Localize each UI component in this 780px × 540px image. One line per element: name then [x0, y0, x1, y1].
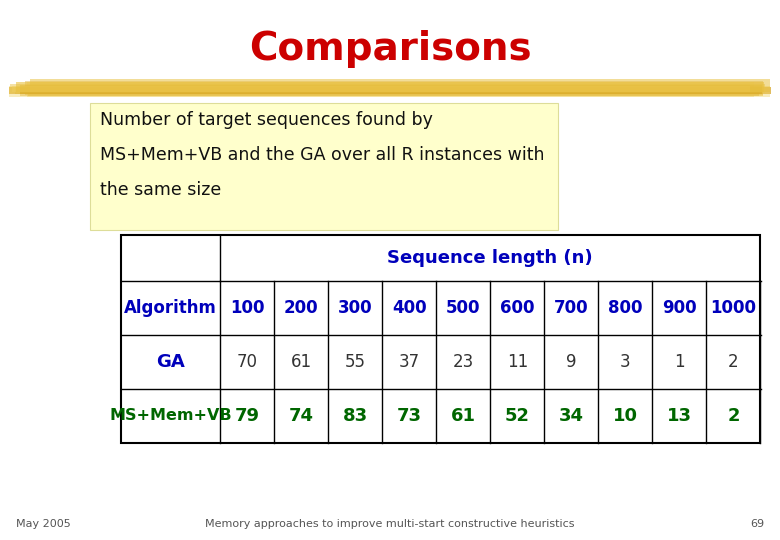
Text: 69: 69 [750, 519, 764, 529]
Bar [30, 79, 770, 92]
Bar [27, 82, 753, 97]
Bar [25, 80, 763, 95]
Bar [20, 85, 761, 93]
Text: 2: 2 [729, 353, 739, 371]
Bar [16, 82, 764, 92]
Text: 83: 83 [342, 407, 367, 425]
Text: 79: 79 [235, 407, 260, 425]
Text: 600: 600 [500, 299, 534, 316]
Text: 1: 1 [674, 353, 685, 371]
Text: 13: 13 [667, 407, 692, 425]
Text: Sequence length (n): Sequence length (n) [388, 249, 593, 267]
Text: 2: 2 [727, 407, 739, 425]
Text: 52: 52 [505, 407, 530, 425]
Bar [28, 90, 763, 96]
Text: 55: 55 [345, 353, 366, 371]
Text: 61: 61 [451, 407, 476, 425]
Text: Comparisons: Comparisons [249, 30, 531, 68]
Text: 9: 9 [566, 353, 576, 371]
Text: 900: 900 [662, 299, 697, 316]
Bar [9, 86, 770, 97]
Bar [12, 86, 750, 92]
Text: 700: 700 [554, 299, 589, 316]
Text: MS+Mem+VB and the GA over all R instances with: MS+Mem+VB and the GA over all R instance… [100, 146, 544, 164]
Bar [9, 87, 771, 94]
Text: 11: 11 [507, 353, 528, 371]
Bar [15, 87, 757, 94]
Text: 34: 34 [558, 407, 584, 425]
Text: 1000: 1000 [711, 299, 757, 316]
Text: Memory approaches to improve multi-start constructive heuristics: Memory approaches to improve multi-start… [205, 519, 575, 529]
Text: 61: 61 [290, 353, 312, 371]
Text: 800: 800 [608, 299, 643, 316]
Bar [20, 88, 759, 96]
Bar [10, 84, 765, 93]
Text: 23: 23 [452, 353, 474, 371]
Text: 200: 200 [284, 299, 318, 316]
Text: 10: 10 [613, 407, 638, 425]
Text: May 2005: May 2005 [16, 519, 70, 529]
Text: 3: 3 [620, 353, 631, 371]
Text: 500: 500 [446, 299, 480, 316]
Text: 70: 70 [236, 353, 257, 371]
Text: the same size: the same size [100, 181, 221, 199]
Text: 73: 73 [397, 407, 422, 425]
Text: 74: 74 [289, 407, 314, 425]
Text: 100: 100 [230, 299, 264, 316]
Text: Algorithm: Algorithm [124, 299, 217, 316]
Text: 300: 300 [338, 299, 373, 316]
Text: MS+Mem+VB: MS+Mem+VB [109, 408, 232, 423]
Text: 400: 400 [392, 299, 427, 316]
Bar [20, 86, 763, 93]
Text: Number of target sequences found by: Number of target sequences found by [100, 111, 433, 129]
Text: GA: GA [156, 353, 185, 371]
Text: 37: 37 [399, 353, 420, 371]
